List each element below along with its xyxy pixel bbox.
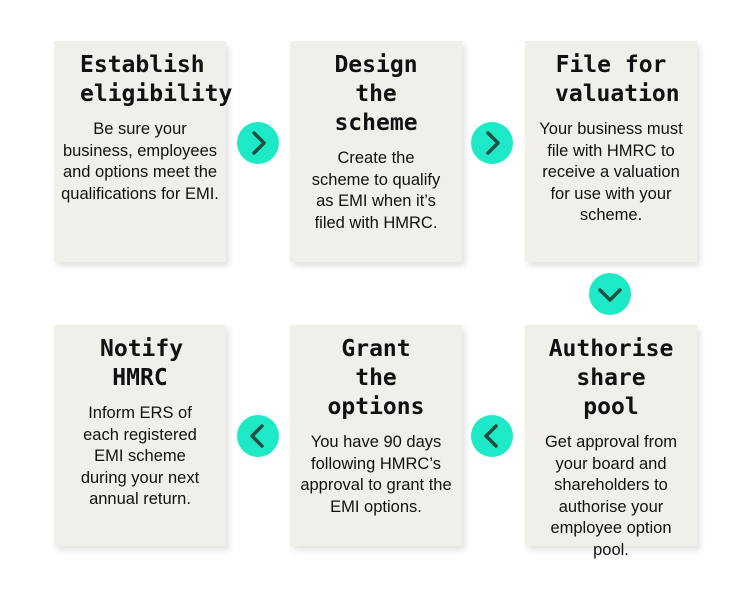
- step-card-notify-hmrc: Notify HMRC Inform ERS of each registere…: [54, 325, 226, 546]
- chevron-left-icon: [237, 415, 279, 457]
- step-title: Grant the options: [327, 336, 425, 420]
- step-title: Design the scheme: [334, 52, 418, 136]
- chevron-right-icon: [237, 122, 279, 164]
- chevron-right-icon: [471, 122, 513, 164]
- chevron-down-icon: [589, 273, 631, 315]
- step-card-authorise-share-pool: Authorise share pool Get approval from y…: [525, 325, 697, 559]
- step-card-file-valuation: File for valuation Your business must fi…: [525, 41, 697, 262]
- step-body: Be sure your business, employees and opt…: [61, 120, 219, 203]
- step-title: Notify HMRC: [100, 336, 184, 391]
- step-title: Establish eligibility: [80, 52, 233, 107]
- step-card-grant-options: Grant the options You have 90 days follo…: [290, 325, 462, 546]
- step-card-design-scheme: Design the scheme Create the scheme to q…: [290, 41, 462, 262]
- step-title: File for valuation: [555, 52, 680, 107]
- step-body: Get approval from your board and shareho…: [544, 433, 678, 559]
- step-card-establish-eligibility: Establish eligibility Be sure your busin…: [54, 41, 233, 262]
- step-body: Your business must file with HMRC to rec…: [539, 120, 683, 224]
- step-title: Authorise share pool: [548, 336, 674, 420]
- step-body: Create the scheme to qualify as EMI when…: [311, 149, 441, 232]
- chevron-left-icon: [471, 415, 513, 457]
- step-body: You have 90 days following HMRC’s approv…: [300, 433, 452, 516]
- step-body: Inform ERS of each registered EMI scheme…: [80, 404, 200, 508]
